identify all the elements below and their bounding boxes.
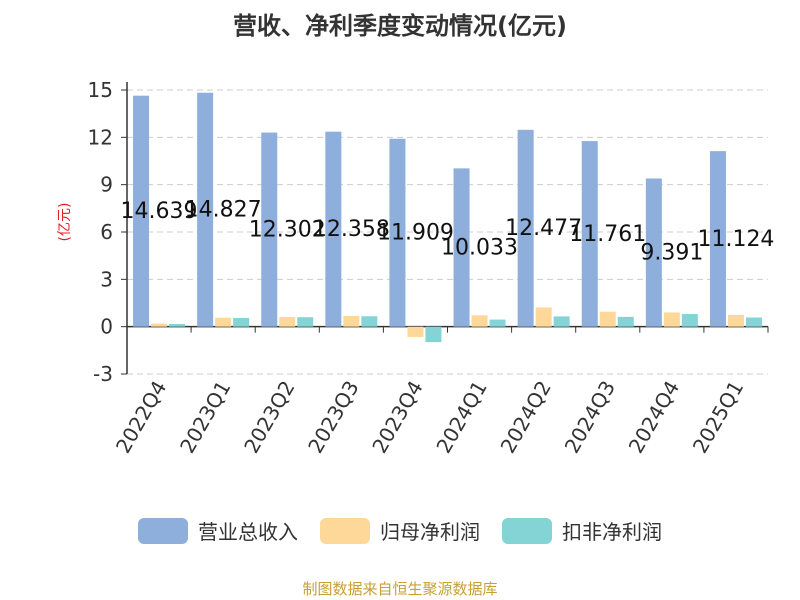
data-label: 14.827 — [185, 198, 262, 223]
bar-0 — [325, 131, 342, 327]
bar-1 — [215, 317, 232, 327]
legend-label-deducted-profit: 扣非净利润 — [562, 520, 662, 544]
bar-0 — [517, 129, 534, 327]
bar-2 — [681, 314, 698, 327]
bar-0 — [709, 151, 726, 327]
legend-label-net-profit: 归母净利润 — [380, 520, 480, 544]
data-label: 9.391 — [640, 241, 703, 266]
bar-1 — [663, 312, 680, 327]
bar-2 — [553, 316, 570, 327]
bar-0 — [453, 168, 470, 327]
bar-0 — [261, 132, 278, 327]
bar-1 — [279, 316, 296, 327]
legend-item-net-profit[interactable]: 归母净利润 — [320, 516, 480, 545]
x-tick-label: 2025Q1 — [688, 377, 748, 458]
data-label: 11.124 — [697, 227, 774, 252]
x-tick-label: 2022Q4 — [111, 377, 171, 458]
bar-2 — [425, 326, 442, 343]
data-label: 11.761 — [569, 222, 646, 247]
bar-2 — [297, 317, 314, 327]
y-tick-label: -3 — [93, 362, 113, 386]
x-tick-label: 2023Q2 — [239, 377, 299, 458]
source-note: 制图数据来自恒生聚源数据库 — [302, 580, 498, 598]
y-axis-label: (亿元) — [57, 203, 73, 242]
y-tick-label: 3 — [100, 267, 113, 291]
bar-2 — [361, 316, 378, 327]
bar-1 — [535, 307, 552, 327]
bar-0 — [645, 178, 662, 327]
x-tick-label: 2024Q1 — [431, 377, 491, 458]
bar-0 — [197, 92, 214, 327]
bar-1 — [471, 315, 488, 327]
y-tick-label: 15 — [88, 78, 113, 102]
bar-0 — [389, 138, 406, 327]
x-tick-label: 2023Q4 — [367, 377, 427, 458]
bar-1 — [343, 315, 360, 327]
legend-swatch-revenue — [138, 517, 188, 544]
data-label: 12.477 — [505, 216, 582, 241]
legend-swatch-deducted-profit — [502, 517, 552, 544]
x-tick-label: 2023Q3 — [303, 377, 363, 458]
bar-0 — [133, 95, 150, 327]
bar-2 — [169, 323, 186, 327]
data-label: 10.033 — [441, 236, 518, 261]
bar-2 — [489, 319, 506, 327]
legend-swatch-net-profit — [320, 517, 370, 544]
y-tick-label: 6 — [100, 220, 113, 244]
x-tick-label: 2024Q4 — [624, 377, 684, 458]
bar-1 — [151, 323, 168, 327]
bar-1 — [407, 326, 424, 337]
legend-item-deducted-profit[interactable]: 扣非净利润 — [502, 516, 662, 545]
bar-2 — [745, 317, 762, 327]
data-label: 12.302 — [249, 218, 326, 243]
bar-2 — [617, 316, 634, 327]
y-tick-label: 9 — [100, 173, 113, 197]
chart-title: 营收、净利季度变动情况(亿元) — [233, 12, 567, 40]
data-label: 11.909 — [377, 221, 454, 246]
data-label: 12.358 — [313, 217, 390, 242]
y-tick-label: 0 — [100, 315, 113, 339]
x-tick-label: 2024Q2 — [496, 377, 556, 458]
bar-2 — [233, 317, 250, 327]
legend-item-revenue[interactable]: 营业总收入 — [138, 516, 298, 545]
x-tick-label: 2023Q1 — [175, 377, 235, 458]
legend: 营业总收入 归母净利润 扣非净利润 — [0, 516, 800, 545]
x-tick-label: 2024Q3 — [560, 377, 620, 458]
y-tick-label: 12 — [88, 125, 113, 149]
bar-0 — [581, 141, 598, 327]
bar-1 — [727, 314, 744, 327]
bar-1 — [599, 311, 616, 327]
legend-label-revenue: 营业总收入 — [198, 520, 298, 544]
data-label: 14.639 — [121, 199, 198, 224]
